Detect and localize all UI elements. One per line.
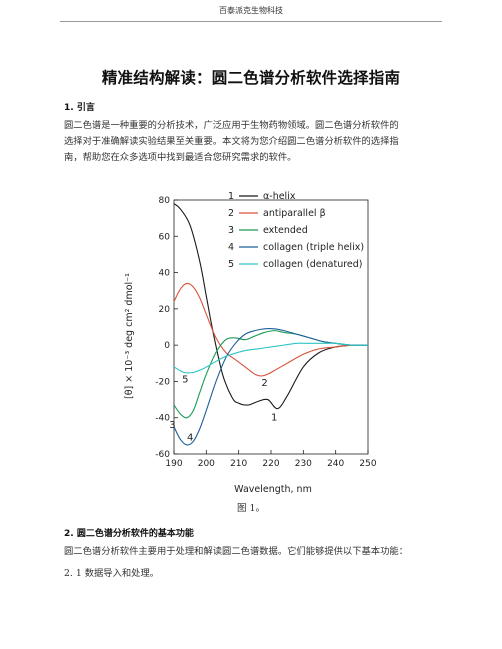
section1-line: 南，帮助您在众多选项中找到最适合您研究需求的软件。	[64, 152, 297, 163]
x-tick-label: 200	[198, 459, 215, 469]
y-tick-label: -60	[155, 450, 170, 460]
legend-entry: α-helix	[263, 191, 296, 202]
cd-spectrum-figure: 190 200 210 220 230 240 250 -60 -40 -20 0 20 40 60 80 …	[120, 186, 382, 500]
legend-number: 5	[228, 259, 234, 270]
y-tick-label: 0	[164, 341, 170, 351]
curve-label: 2	[261, 378, 267, 389]
y-tick-label: 60	[159, 232, 171, 242]
y-axis-label: [θ] × 10⁻³ deg cm² dmol⁻¹	[124, 273, 135, 399]
header-rule	[60, 21, 442, 22]
series-line-2	[173, 282, 369, 377]
curve-label: 1	[271, 413, 277, 424]
legend-entry: extended	[263, 225, 308, 236]
section2-paragraph: 圆二色谱分析软件主要用于处理和解读圆二色谱数据。它们能够提供以下基本功能：	[64, 546, 408, 557]
series-line-4	[173, 328, 369, 446]
y-tick-label: -20	[155, 377, 170, 387]
section1-line: 选择对于准确解读实验结果至关重要。本文将为您介绍圆二色谱分析软件的选择指	[64, 136, 399, 147]
legend-entry: collagen (denatured)	[263, 259, 363, 270]
document-title: 精准结构解读：圆二色谱分析软件选择指南	[101, 69, 401, 87]
x-tick-label: 230	[295, 459, 312, 469]
x-tick-label: 220	[262, 459, 279, 469]
series-line-1	[173, 203, 369, 410]
section1-heading: 1. 引言	[64, 103, 95, 113]
y-tick-label: 80	[159, 196, 171, 206]
x-tick-label: 240	[327, 459, 344, 469]
x-tick-label: 190	[165, 459, 182, 469]
y-tick-label: -40	[155, 414, 170, 424]
curve-label: 4	[187, 433, 193, 444]
figure-caption: 图 1。	[236, 503, 266, 514]
legend-number: 3	[228, 225, 234, 236]
x-axis-label: Wavelength, nm	[234, 484, 312, 495]
section2-1-item: 2. 1 数据导入和处理。	[64, 568, 160, 579]
section1-line: 圆二色谱是一种重要的分析技术，广泛应用于生物药物领域。圆二色谱分析软件的	[64, 120, 399, 131]
x-tick-label: 210	[230, 459, 247, 469]
section1-paragraph: 圆二色谱是一种重要的分析技术，广泛应用于生物药物领域。圆二色谱分析软件的 选择对…	[64, 118, 438, 166]
curve-label: 5	[182, 375, 188, 386]
curve-label: 3	[169, 420, 175, 431]
legend-number: 4	[228, 242, 234, 253]
series-line-5	[173, 342, 369, 374]
legend-entry: collagen (triple helix)	[263, 242, 364, 253]
legend-number: 2	[228, 208, 234, 219]
section2-heading: 2. 圆二色谱分析软件的基本功能	[64, 529, 194, 539]
page-header: 百泰派克生物科技	[0, 0, 502, 22]
legend-number: 1	[228, 191, 234, 202]
cd-spectrum-chart: 190 200 210 220 230 240 250-60-40-20020406080 …	[124, 191, 377, 495]
header-company: 百泰派克生物科技	[219, 6, 283, 15]
x-tick-label: 250	[359, 459, 376, 469]
y-tick-label: 40	[159, 269, 171, 279]
legend-entry: antiparallel β	[263, 208, 326, 219]
y-tick-label: 20	[159, 305, 171, 315]
